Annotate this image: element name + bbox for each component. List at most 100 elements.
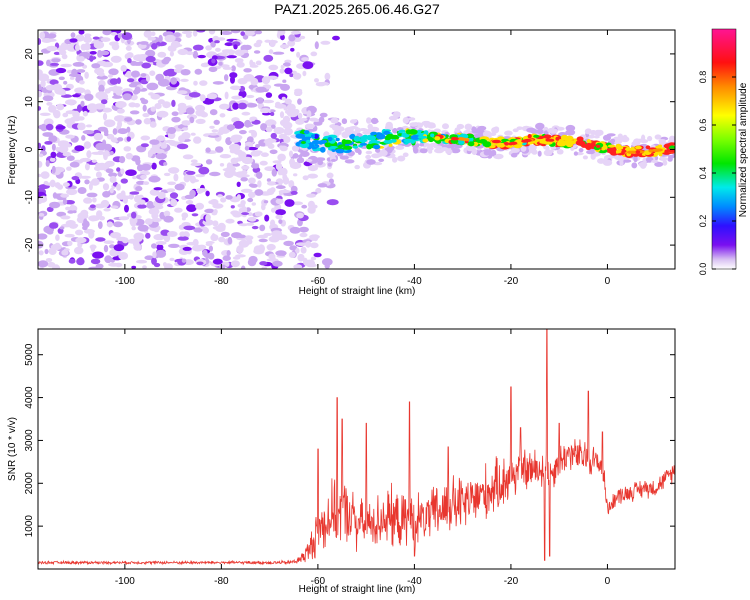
heatmap-cell xyxy=(138,61,144,65)
heatmap-cell xyxy=(44,182,56,186)
heatmap-cell xyxy=(51,165,56,174)
heatmap-peak-cell xyxy=(523,138,532,143)
heatmap-cell xyxy=(80,43,87,51)
heatmap-cell xyxy=(445,148,453,155)
heatmap-cell xyxy=(223,170,235,179)
heatmap-cell xyxy=(240,200,246,206)
heatmap-cell xyxy=(209,109,218,116)
heatmap-ridge-cell xyxy=(320,139,328,144)
spectrogram-ytick-label: 0 xyxy=(24,146,35,152)
heatmap-cell xyxy=(225,166,237,173)
heatmap-cell xyxy=(55,67,67,74)
heatmap-cell xyxy=(326,172,334,179)
heatmap-ridge-cell xyxy=(607,144,616,148)
heatmap-cell xyxy=(633,138,641,146)
heatmap-ridge-cell xyxy=(375,133,386,140)
heatmap-cell xyxy=(271,168,277,177)
heatmap-cell xyxy=(221,49,233,53)
heatmap-cell xyxy=(75,44,80,52)
heatmap-cell xyxy=(306,110,312,118)
heatmap-cell xyxy=(528,146,534,152)
heatmap-cell xyxy=(278,189,291,194)
spectrogram-ytick-label: 20 xyxy=(24,48,35,60)
heatmap-cell xyxy=(186,204,197,213)
heatmap-cell xyxy=(90,258,101,265)
snr-panel: -100 -80 -60 -40 -20 0 1000 2000 3000 4000 5000 He… xyxy=(7,328,676,595)
heatmap-cell xyxy=(86,192,98,198)
heatmap-cell xyxy=(89,55,94,62)
heatmap-cell xyxy=(263,54,274,62)
heatmap-cell xyxy=(62,182,70,187)
heatmap-cell xyxy=(67,210,75,214)
heatmap-cell xyxy=(152,251,157,259)
heatmap-cell xyxy=(153,233,165,241)
heatmap-cell xyxy=(173,173,179,182)
heatmap-cell xyxy=(289,158,296,167)
heatmap-cell xyxy=(256,97,264,104)
heatmap-cell xyxy=(103,208,111,212)
heatmap-cell xyxy=(163,162,168,166)
heatmap-cell xyxy=(105,160,115,167)
heatmap-cell xyxy=(305,259,316,268)
heatmap-cell xyxy=(271,230,283,238)
heatmap-cell xyxy=(105,168,114,174)
heatmap-cell xyxy=(185,107,195,115)
heatmap-cell xyxy=(113,221,123,228)
heatmap-cell xyxy=(95,91,108,100)
heatmap-ridge-cell xyxy=(504,142,509,146)
heatmap-cell xyxy=(69,161,80,168)
heatmap-cell xyxy=(84,179,90,185)
heatmap-cell xyxy=(254,30,263,35)
heatmap-cell xyxy=(241,212,250,216)
heatmap-cell xyxy=(131,211,137,219)
heatmap-cell xyxy=(284,98,292,105)
heatmap-cell xyxy=(290,185,298,193)
heatmap-cell xyxy=(236,181,241,187)
heatmap-cell xyxy=(283,136,291,143)
heatmap-cell xyxy=(75,237,87,244)
heatmap-cell xyxy=(38,60,44,66)
heatmap-cell xyxy=(219,163,225,167)
heatmap-cell xyxy=(366,117,372,124)
heatmap-cell xyxy=(578,148,584,153)
heatmap-cell xyxy=(402,117,410,124)
heatmap-ridge-cell xyxy=(645,145,651,150)
heatmap-cell xyxy=(168,167,180,174)
heatmap-cell xyxy=(602,134,612,141)
heatmap-cell xyxy=(125,169,137,176)
heatmap-cell xyxy=(140,135,151,141)
heatmap-cell xyxy=(206,93,218,100)
heatmap-cell xyxy=(46,59,51,67)
heatmap-cell xyxy=(270,256,276,261)
heatmap-cell xyxy=(59,226,65,230)
heatmap-cell xyxy=(237,102,247,110)
heatmap-cell xyxy=(617,154,625,162)
heatmap-cell xyxy=(236,61,245,68)
heatmap-cell xyxy=(147,36,156,41)
heatmap-cell xyxy=(54,182,61,189)
heatmap-cell xyxy=(166,188,176,193)
heatmap-cell xyxy=(662,160,668,166)
spectrogram-xtick-label: -20 xyxy=(504,276,519,287)
heatmap-cell xyxy=(222,255,231,261)
heatmap-cell xyxy=(306,193,317,198)
heatmap-ridge-cell xyxy=(513,144,522,149)
heatmap-cell xyxy=(97,150,104,155)
heatmap-cell xyxy=(91,63,101,69)
heatmap-cell xyxy=(140,143,149,148)
heatmap-cell xyxy=(45,160,50,167)
heatmap-cell xyxy=(118,216,130,221)
heatmap-cell xyxy=(108,262,120,267)
heatmap-cell xyxy=(174,44,183,47)
heatmap-cell xyxy=(267,245,274,251)
heatmap-cell xyxy=(633,155,638,163)
heatmap-cell xyxy=(167,231,178,237)
heatmap-ridge-cell xyxy=(635,145,642,150)
heatmap-cell xyxy=(145,232,151,239)
heatmap-cell xyxy=(296,212,304,219)
heatmap-cell xyxy=(604,154,615,159)
heatmap-cell xyxy=(397,127,404,131)
heatmap-cell xyxy=(78,56,85,62)
